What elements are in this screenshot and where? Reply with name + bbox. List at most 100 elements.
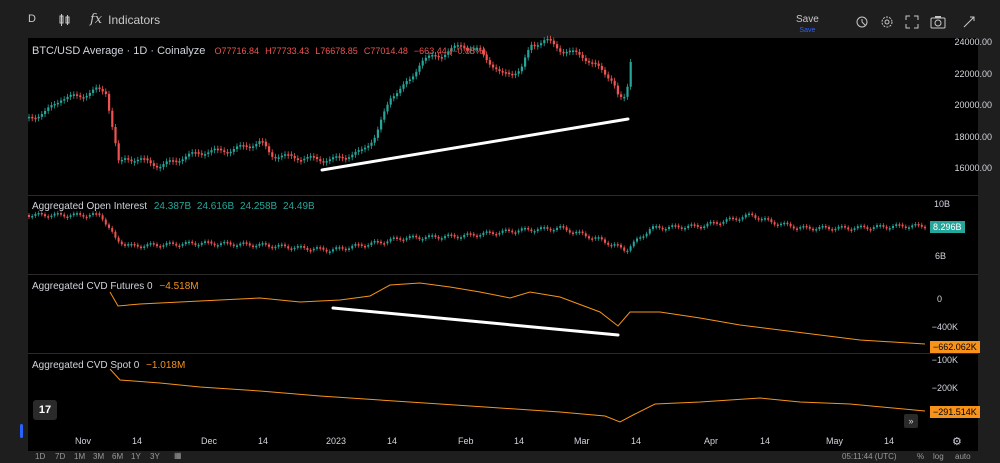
oi-candle (120, 241, 123, 245)
price-candle (546, 38, 549, 41)
oi-candle (540, 227, 542, 230)
price-candle (37, 116, 40, 119)
save-button[interactable]: Save Save (796, 14, 819, 36)
auto-toggle[interactable]: auto (955, 452, 971, 461)
price-candle (607, 74, 610, 79)
range-1y[interactable]: 1Y (131, 452, 141, 461)
oi-candle (565, 227, 568, 231)
camera-icon[interactable] (930, 15, 946, 29)
percent-toggle[interactable]: % (917, 452, 925, 461)
price-candle (300, 160, 303, 162)
oi-candle (693, 224, 696, 226)
fullscreen-icon[interactable] (905, 15, 919, 29)
price-candle (565, 51, 568, 54)
publish-icon[interactable] (962, 15, 976, 29)
oi-candle (767, 218, 770, 220)
oi-candle (28, 215, 30, 217)
price-candle (568, 50, 571, 53)
price-candle (472, 48, 475, 50)
price-candle (428, 55, 431, 58)
gear-icon[interactable] (880, 15, 894, 29)
oi-candle (636, 238, 638, 242)
sidebar-toggle-handle[interactable] (20, 424, 23, 438)
pane-separator[interactable] (28, 274, 978, 275)
oi-candle (559, 226, 562, 228)
oi-candle (130, 243, 133, 246)
oi-candle (216, 245, 219, 247)
oi-candle (901, 224, 904, 227)
price-candle (524, 57, 527, 67)
price-candle (152, 163, 155, 166)
oi-candle (63, 214, 66, 217)
price-candle (620, 94, 623, 97)
oi-candle (277, 244, 280, 247)
oi-candle (44, 214, 46, 217)
oi-candle (31, 215, 34, 218)
indicators-button[interactable]: fx Indicators (90, 12, 160, 27)
alarm-icon[interactable] (855, 15, 869, 29)
oi-candle (677, 225, 680, 228)
price-candle (460, 45, 463, 47)
price-candle (252, 146, 255, 148)
price-candle (348, 157, 351, 159)
oi-candle (351, 245, 354, 249)
oi-candle (530, 229, 533, 232)
clock-utc[interactable]: 05:11:44 (UTC) (842, 452, 897, 461)
range-6m[interactable]: 6M (112, 452, 124, 461)
price-candle (162, 164, 165, 167)
oi-candle (853, 228, 856, 230)
price-candle (370, 142, 373, 146)
price-candle (255, 144, 258, 147)
range-1d[interactable]: 1D (35, 452, 46, 461)
price-candle (207, 152, 210, 155)
scroll-to-realtime-button[interactable]: » (904, 414, 918, 428)
time-axis[interactable] (28, 431, 978, 451)
tradingview-logo-icon[interactable]: 17 (33, 400, 57, 420)
price-candle (101, 88, 104, 92)
oi-candle (428, 235, 430, 238)
price-axis[interactable] (928, 38, 978, 431)
oi-title: Aggregated Open Interest (32, 201, 148, 212)
range-3m[interactable]: 3M (93, 452, 105, 461)
price-candle (149, 160, 152, 164)
price-candle (389, 98, 392, 105)
log-toggle[interactable]: log (933, 452, 944, 461)
price-candle (120, 159, 123, 162)
price-candle (274, 156, 277, 159)
oi-candle (306, 247, 309, 251)
oi-candle (290, 248, 293, 250)
calendar-icon[interactable]: ▦ (174, 451, 182, 460)
range-7d[interactable]: 7D (55, 452, 66, 461)
range-3y[interactable]: 3Y (150, 452, 160, 461)
price-candle (543, 40, 546, 44)
pane-separator[interactable] (28, 353, 978, 354)
range-1m[interactable]: 1M (74, 452, 86, 461)
chart-canvas[interactable] (28, 38, 928, 431)
oi-candle (146, 244, 149, 247)
oi-candle (437, 237, 440, 239)
price-candle (594, 62, 597, 65)
oi-candle (354, 244, 357, 246)
oi-candle (274, 246, 277, 249)
price-candle (591, 62, 594, 64)
oi-candle (674, 225, 677, 227)
oi-candle (415, 235, 418, 238)
oi-candle (744, 214, 747, 218)
oi-candle (34, 213, 37, 216)
oi-candle (261, 243, 264, 245)
close-value: C77014.48 (363, 46, 408, 56)
price-candle (613, 80, 616, 86)
time-tick: May (826, 436, 844, 446)
price-candle (616, 85, 619, 95)
oi-candle (812, 228, 814, 231)
interval-button[interactable]: D (28, 13, 36, 25)
oi-candle (738, 219, 741, 221)
price-candle (408, 79, 411, 82)
pane-separator[interactable] (28, 195, 978, 196)
candle-type-icon[interactable] (58, 13, 72, 27)
save-label: Save (796, 14, 819, 25)
oi-candle (396, 237, 398, 239)
oi-candle (229, 242, 232, 245)
oi-candle (220, 243, 222, 246)
chart-settings-gear-icon[interactable]: ⚙ (952, 436, 962, 448)
